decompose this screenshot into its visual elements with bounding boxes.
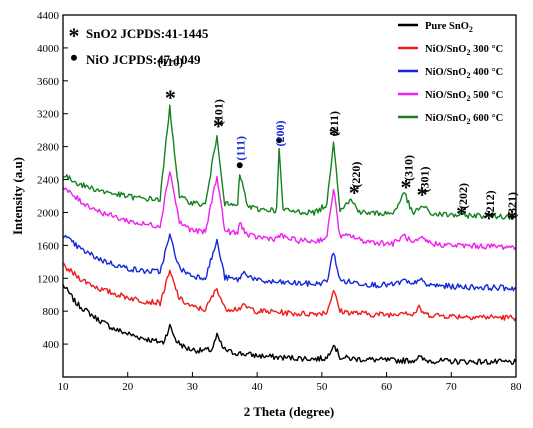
plot-frame xyxy=(62,14,517,378)
series-line-3 xyxy=(62,171,517,251)
x-tick-label: 10 xyxy=(58,381,70,393)
x-tick-label: 30 xyxy=(187,381,199,393)
y-tick-label: 2800 xyxy=(37,142,60,154)
series-line-0 xyxy=(62,284,517,366)
sno2-peak-marker: * xyxy=(456,201,467,226)
sno2-peak-marker: * xyxy=(165,85,176,110)
y-tick-label: 800 xyxy=(43,306,60,318)
sno2-peak-marker: * xyxy=(213,114,224,139)
x-tick-label: 20 xyxy=(122,381,134,393)
x-tick-label: 50 xyxy=(316,381,328,393)
miller-index-label: (101) xyxy=(211,99,225,125)
miller-index-label: (321) xyxy=(505,192,519,218)
series-layer xyxy=(62,104,517,366)
miller-index-label: (111) xyxy=(233,136,247,161)
series-line-1 xyxy=(62,263,517,322)
miller-index-label: (212) xyxy=(483,190,497,216)
miller-index-label: (110) xyxy=(158,55,183,69)
y-tick-label: 2400 xyxy=(37,175,60,187)
y-tick-label: 4000 xyxy=(37,43,60,55)
legend: Pure SnO2 NiO/SnO2 300 °C NiO/SnO2 400 °C N… xyxy=(398,21,503,126)
legend-label: Pure SnO2 xyxy=(425,21,473,34)
sno2-peak-marker: * xyxy=(483,206,494,231)
jcpds-symbol: • xyxy=(70,45,78,70)
sno2-peak-marker: * xyxy=(329,122,340,147)
miller-index-label: (301) xyxy=(418,167,432,193)
jcpds-key: * SnO2 JCPDS:41-1445 • NiO JCPDS:47-1049 xyxy=(69,23,209,70)
axis-layer: 10 20 30 40 50 60 70 80 400 800 1200 1600 2000 2400 28… xyxy=(37,10,522,393)
sno2-peak-marker: * xyxy=(507,206,518,231)
jcpds-symbol: * xyxy=(69,23,80,48)
x-tick-label: 80 xyxy=(511,381,523,393)
y-axis-label: Intensity (a.u) xyxy=(10,157,25,235)
miller-index-label: (200) xyxy=(273,120,287,146)
nio-peak-marker: • xyxy=(275,128,283,153)
legend-label: NiO/SnO2 400 °C xyxy=(425,67,503,80)
y-tick-label: 400 xyxy=(43,339,60,351)
annotation-layer: **•• ** * ** * *(110)(101)(111)(200) (211)(220… xyxy=(158,55,519,231)
jcpds-text: SnO2 JCPDS:41-1445 xyxy=(86,26,209,41)
miller-index-label: (310) xyxy=(402,155,416,181)
sno2-peak-marker: * xyxy=(349,180,360,205)
miller-index-label: (202) xyxy=(456,183,470,209)
x-tick-label: 40 xyxy=(252,381,264,393)
y-tick-label: 3200 xyxy=(37,109,60,121)
jcpds-text: NiO JCPDS:47-1049 xyxy=(86,52,201,67)
y-tick-label: 3600 xyxy=(37,76,60,88)
series-line-2 xyxy=(62,233,517,292)
sno2-peak-marker: * xyxy=(417,182,428,207)
sno2-peak-marker: * xyxy=(400,174,411,199)
legend-label: NiO/SnO2 500 °C xyxy=(425,90,503,103)
series-line-4 xyxy=(62,104,517,220)
nio-peak-marker: • xyxy=(236,152,244,177)
x-tick-label: 60 xyxy=(381,381,393,393)
x-axis-label: 2 Theta (degree) xyxy=(244,404,335,419)
x-tick-label: 70 xyxy=(446,381,458,393)
y-tick-label: 1600 xyxy=(37,240,60,252)
y-tick-label: 4400 xyxy=(37,10,60,22)
y-tick-label: 2000 xyxy=(37,207,60,219)
miller-index-label: (211) xyxy=(327,111,341,136)
legend-label: NiO/SnO2 300 °C xyxy=(425,44,503,57)
y-tick-label: 1200 xyxy=(37,273,60,285)
legend-label: NiO/SnO2 600 °C xyxy=(425,113,503,126)
miller-index-label: (220) xyxy=(349,162,363,188)
